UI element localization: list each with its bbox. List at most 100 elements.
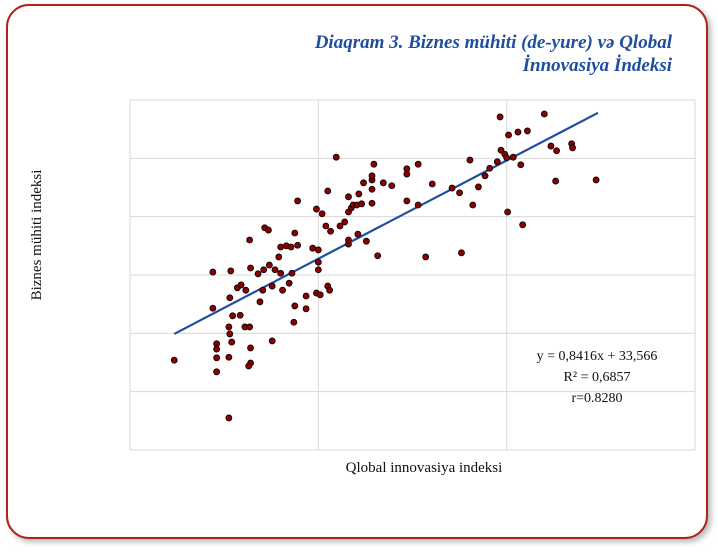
point [277, 243, 285, 251]
point [254, 270, 262, 278]
point [247, 344, 254, 352]
annotation: y = 0,8416x + 33,566 [537, 349, 658, 364]
x-axis-label: Qlobal innovasiya indeksi [346, 460, 503, 476]
point [316, 291, 324, 299]
point [503, 154, 511, 162]
point [509, 153, 517, 161]
point [456, 189, 463, 197]
point [291, 229, 299, 237]
annotation: R² = 0,6857 [564, 370, 631, 385]
point [318, 210, 326, 218]
point [358, 200, 366, 208]
point [514, 128, 522, 136]
point [505, 131, 512, 139]
point [226, 330, 234, 338]
point [213, 345, 221, 353]
point [523, 127, 531, 135]
point [324, 187, 332, 195]
point [285, 279, 293, 287]
point [368, 172, 376, 180]
annotation: r=0.8280 [571, 391, 622, 406]
chart-title: Diaqram 3. Biznes mühiti (de-yure) və Ql… [314, 32, 673, 53]
point [277, 269, 285, 277]
trendline [173, 111, 599, 335]
point [354, 230, 362, 238]
point [260, 266, 268, 274]
point [271, 266, 279, 274]
point [592, 176, 600, 184]
point [245, 362, 253, 370]
point [229, 312, 237, 320]
point [355, 190, 363, 198]
point [291, 302, 299, 310]
point [379, 179, 387, 187]
point [374, 252, 382, 260]
point [265, 261, 273, 269]
point [209, 304, 217, 312]
point [287, 243, 295, 251]
point [225, 414, 233, 422]
point [268, 282, 276, 290]
point [288, 269, 296, 277]
point [327, 227, 334, 235]
point [368, 199, 376, 207]
point [309, 244, 317, 252]
point [302, 305, 310, 313]
point [294, 197, 302, 205]
point [403, 165, 411, 173]
point [228, 338, 236, 346]
point [466, 156, 474, 164]
point [362, 237, 370, 245]
point [326, 286, 334, 294]
point [414, 201, 422, 209]
point [209, 268, 217, 276]
point [345, 193, 352, 201]
point [341, 218, 349, 226]
point [345, 236, 352, 244]
point [332, 153, 340, 161]
point [236, 311, 244, 319]
point [486, 164, 494, 172]
point [322, 222, 330, 230]
point [237, 281, 245, 289]
point [268, 337, 276, 345]
point [540, 110, 548, 118]
point [302, 292, 310, 300]
point [458, 249, 465, 257]
point [290, 318, 298, 326]
point [242, 286, 250, 294]
point [225, 323, 233, 331]
point [265, 226, 272, 234]
point [226, 294, 234, 302]
point [360, 179, 367, 187]
point [519, 221, 527, 229]
point [504, 208, 512, 216]
point [496, 113, 504, 121]
point [414, 160, 422, 168]
point [275, 253, 283, 261]
point [314, 258, 322, 266]
point [481, 172, 489, 180]
frame [6, 4, 708, 539]
point [448, 184, 456, 192]
point [569, 144, 576, 152]
point [370, 160, 378, 168]
point [246, 236, 253, 244]
point [493, 158, 501, 166]
point [469, 201, 477, 209]
point [213, 354, 221, 362]
point [256, 298, 264, 306]
point [403, 197, 411, 205]
point [225, 353, 233, 361]
point [428, 180, 436, 188]
point [213, 368, 221, 376]
point [170, 356, 178, 364]
point [294, 241, 302, 249]
point [314, 246, 322, 254]
point [388, 182, 396, 190]
point [313, 205, 320, 213]
point [314, 266, 322, 274]
point [246, 323, 253, 331]
chart-title: İnnovasiya İndeksi [522, 54, 673, 76]
